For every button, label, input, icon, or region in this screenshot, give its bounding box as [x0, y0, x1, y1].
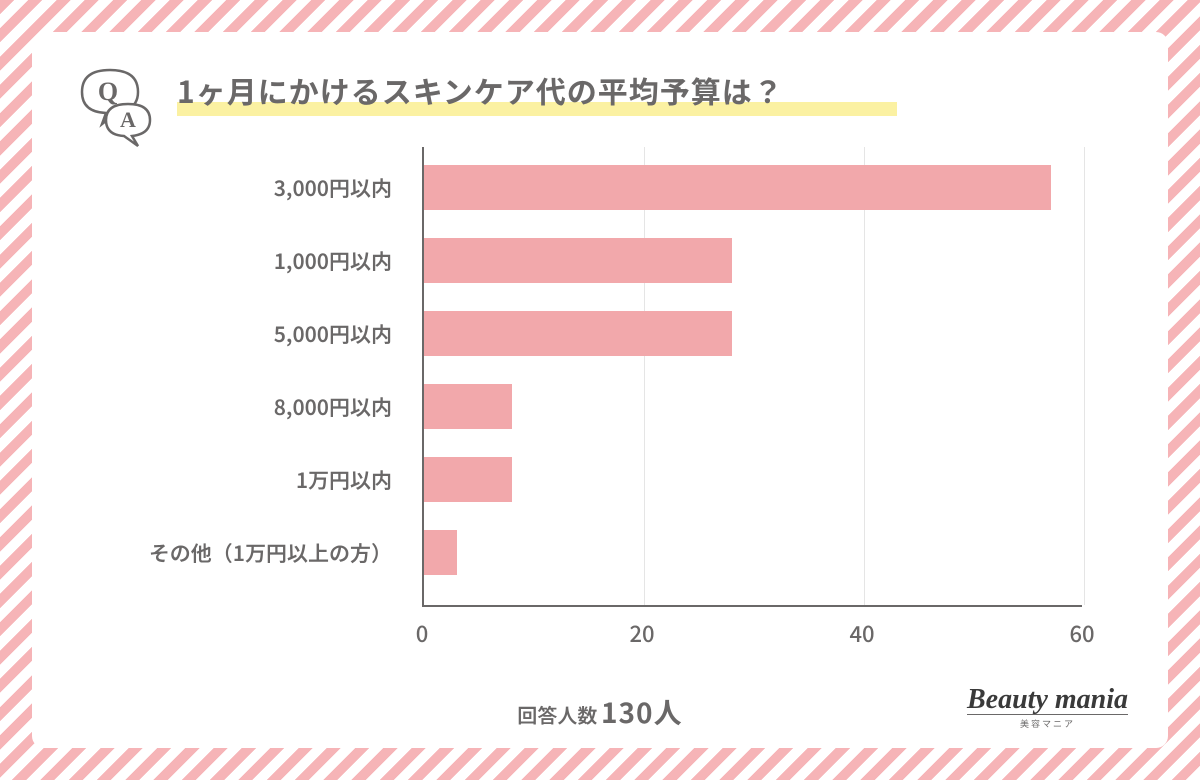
respondent-label: 回答人数 [517, 700, 597, 729]
card: Q A 1ヶ月にかけるスキンケア代の平均予算は？ 0 20 40 60 3,000円以内… [32, 32, 1168, 748]
brand-logo: Beauty mania 美容マニア [967, 684, 1128, 730]
gridline [644, 147, 645, 605]
gridline [1084, 147, 1085, 605]
bar-chart: 0 20 40 60 3,000円以内 1,000円以内 5,000円以内 8,000円以内 1… [142, 147, 1092, 652]
bar-category-label: その他（1万円以上の方） [142, 538, 412, 568]
brand-main: Beauty mania [967, 684, 1128, 716]
title-container: 1ヶ月にかけるスキンケア代の平均予算は？ [177, 68, 784, 112]
q-letter: Q [98, 77, 118, 106]
bar-row: 1,000円以内 [142, 238, 412, 283]
qa-speech-bubbles-icon: Q A [72, 62, 162, 152]
bar [424, 165, 1051, 210]
x-tick-label: 0 [416, 617, 429, 649]
bar [424, 530, 457, 575]
bar-row: 8,000円以内 [142, 384, 412, 429]
striped-frame: Q A 1ヶ月にかけるスキンケア代の平均予算は？ 0 20 40 60 3,000円以内… [0, 0, 1200, 780]
x-tick-label: 60 [1069, 617, 1094, 649]
brand-sub: 美容マニア [967, 714, 1128, 730]
x-tick-label: 40 [849, 617, 874, 649]
a-letter: A [120, 107, 136, 132]
plot-area [422, 147, 1082, 607]
chart-title: 1ヶ月にかけるスキンケア代の平均予算は？ [177, 68, 784, 112]
respondent-value: 130人 [601, 692, 683, 732]
bar [424, 311, 732, 356]
bar [424, 457, 512, 502]
gridline [864, 147, 865, 605]
bar-category-label: 3,000円以内 [142, 173, 412, 203]
bar [424, 238, 732, 283]
bar-row: 3,000円以内 [142, 165, 412, 210]
bar-category-label: 1,000円以内 [142, 246, 412, 276]
bar [424, 384, 512, 429]
bar-category-label: 1万円以内 [142, 465, 412, 495]
x-tick-label: 20 [629, 617, 654, 649]
bar-row: 1万円以内 [142, 457, 412, 502]
bar-row: その他（1万円以上の方） [142, 530, 412, 575]
bar-row: 5,000円以内 [142, 311, 412, 356]
bar-category-label: 5,000円以内 [142, 319, 412, 349]
bar-category-label: 8,000円以内 [142, 392, 412, 422]
